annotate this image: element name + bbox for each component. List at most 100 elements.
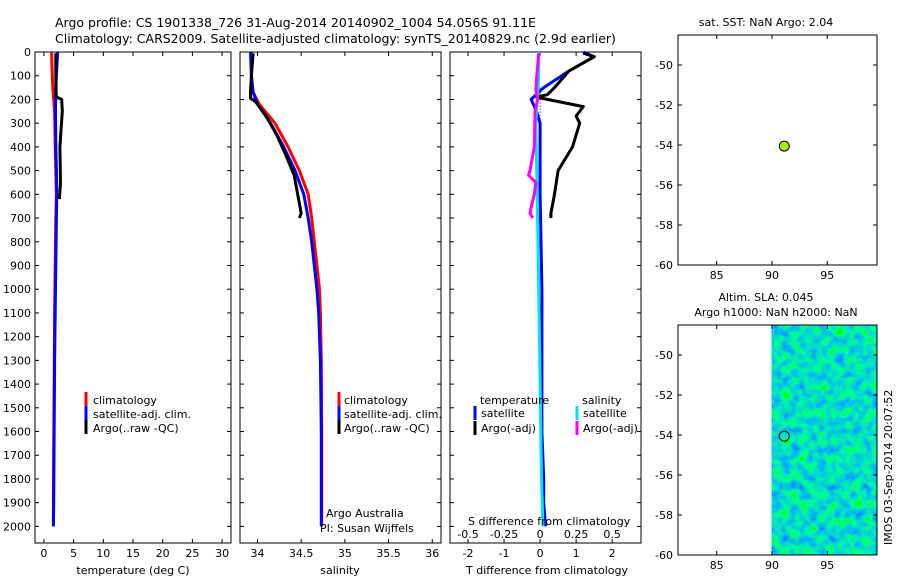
x-tick-label: 5	[70, 547, 77, 560]
series-line-temperature-argo-adj-	[535, 51, 596, 218]
depth-tick-label: 800	[10, 236, 31, 249]
x-tick-label: -2	[463, 547, 474, 560]
x-tick-label: 35	[338, 547, 352, 560]
s-diff-tick-label: 0.5	[603, 528, 621, 541]
map-x-tick-label: 85	[710, 559, 724, 572]
map-y-tick-label: -52	[655, 389, 673, 402]
difference-axes: -2 -1 0 1 2 T difference from climatology -0.5…	[449, 50, 642, 577]
x-tick-label: 0	[537, 547, 544, 560]
map-y-tick-label: -56	[655, 179, 673, 192]
x-tick-label: 35.5	[376, 547, 401, 560]
sst-map-axes: 85 90 95 -50 -52 -54 -56 -58 -60	[655, 34, 878, 282]
depth-tick-label: 1900	[3, 497, 31, 510]
depth-tick-label: 1000	[3, 283, 31, 296]
depth-tick-label: 700	[10, 212, 31, 225]
series-line-climatology	[249, 52, 324, 527]
depth-tick-label: 400	[10, 141, 31, 154]
legend-label: satellite-adj. clim.	[344, 408, 442, 421]
s-diff-tick-label: -0.25	[490, 528, 518, 541]
legend-label: Argo(-adj)	[583, 422, 638, 435]
x-tick-label: 30	[215, 547, 229, 560]
x-tick-label: 2	[609, 547, 616, 560]
legend-heading-salinity: salinity	[582, 394, 622, 407]
x-axis-label: T difference from climatology	[465, 564, 628, 577]
map-frame	[677, 34, 878, 266]
salinity-axes: 34 34.5 35 35.5 36 salinity	[239, 51, 442, 577]
x-tick-label: 0	[40, 547, 47, 560]
salinity-legend: climatology satellite-adj. clim. Argo(..…	[337, 392, 442, 435]
s-difference-axis-label: S difference from climatology	[468, 515, 631, 528]
map-y-tick-label: -52	[655, 99, 673, 112]
map-x-tick-label: 95	[820, 559, 834, 572]
temperature-axes: 0100200300400500600700800900100011001200…	[3, 46, 232, 577]
depth-tick-label: 1300	[3, 354, 31, 367]
depth-tick-label: 600	[10, 188, 31, 201]
series-line-satellite-adj-clim-	[249, 51, 323, 527]
credit-institution: Argo Australia	[326, 507, 404, 520]
x-axis-label: salinity	[320, 564, 360, 577]
depth-tick-label: 1600	[3, 426, 31, 439]
map-x-tick-label: 90	[765, 559, 779, 572]
map-x-tick-label: 90	[765, 269, 779, 282]
depth-tick-label: 200	[10, 93, 31, 106]
map-x-tick-label: 85	[710, 269, 724, 282]
map-y-tick-label: -56	[655, 469, 673, 482]
x-tick-label: -1	[499, 547, 510, 560]
depth-tick-label: 1400	[3, 378, 31, 391]
depth-tick-label: 1100	[3, 307, 31, 320]
s-diff-tick-label: -0.5	[457, 528, 478, 541]
figure-title-line2: Climatology: CARS2009. Satellite-adjuste…	[55, 31, 616, 46]
legend-label: climatology	[344, 394, 408, 407]
x-tick-label: 34.5	[289, 547, 314, 560]
series-line-salinity-satellite	[534, 52, 545, 527]
map-y-tick-label: -54	[655, 429, 673, 442]
series-line-salinity-argo-adj-	[527, 53, 541, 219]
plot-frame	[239, 51, 442, 544]
credit-pi: PI: Susan Wijffels	[320, 522, 414, 535]
sla-map-axes: 85 90 95 -50 -52 -54 -56 -58 -60	[655, 324, 878, 572]
depth-tick-label: 100	[10, 70, 31, 83]
depth-tick-label: 0	[24, 46, 31, 59]
sla-map-title-line2: Argo h1000: NaN h2000: NaN	[694, 306, 857, 319]
depth-tick-label: 1500	[3, 402, 31, 415]
plot-frame	[449, 51, 642, 544]
sla-map-title-line1: Altim. SLA: 0.045	[718, 291, 813, 304]
map-frame	[677, 324, 878, 556]
plot-frame	[34, 51, 232, 544]
x-tick-label: 25	[185, 547, 199, 560]
x-tick-label: 20	[156, 547, 170, 560]
figure-title-line1: Argo profile: CS 1901338_726 31-Aug-2014…	[55, 15, 536, 30]
legend-label: climatology	[93, 394, 157, 407]
depth-tick-label: 500	[10, 165, 31, 178]
series-line-argo-raw-qc-	[249, 53, 303, 219]
x-tick-label: 34	[250, 547, 264, 560]
x-tick-label: 10	[96, 547, 110, 560]
map-x-tick-label: 95	[820, 269, 834, 282]
depth-tick-label: 300	[10, 117, 31, 130]
legend-label: satellite	[583, 407, 627, 420]
depth-tick-label: 900	[10, 259, 31, 272]
sst-map-title: sat. SST: NaN Argo: 2.04	[699, 16, 833, 29]
x-tick-label: 1	[573, 547, 580, 560]
map-y-tick-label: -60	[655, 549, 673, 562]
depth-tick-label: 1200	[3, 331, 31, 344]
map-y-tick-label: -58	[655, 509, 673, 522]
sla-heatmap	[771, 325, 877, 555]
depth-tick-label: 1700	[3, 449, 31, 462]
legend-heading-temperature: temperature	[480, 394, 549, 407]
map-y-tick-label: -60	[655, 259, 673, 272]
x-tick-label: 36	[425, 547, 439, 560]
x-tick-label: 15	[126, 547, 140, 560]
legend-label: Argo(..raw -QC)	[344, 422, 430, 435]
map-y-tick-label: -50	[655, 59, 673, 72]
map-y-tick-label: -58	[655, 219, 673, 232]
map-y-tick-label: -50	[655, 349, 673, 362]
map-y-tick-label: -54	[655, 139, 673, 152]
legend-label: Argo(-adj)	[481, 422, 536, 435]
legend-label: satellite-adj. clim.	[93, 408, 191, 421]
series-line-argo-raw-qc-	[54, 53, 64, 200]
legend-label: Argo(..raw -QC)	[93, 422, 179, 435]
imos-timestamp: IMOS 03-Sep-2014 20:07:52	[882, 390, 895, 545]
depth-tick-label: 2000	[3, 520, 31, 533]
